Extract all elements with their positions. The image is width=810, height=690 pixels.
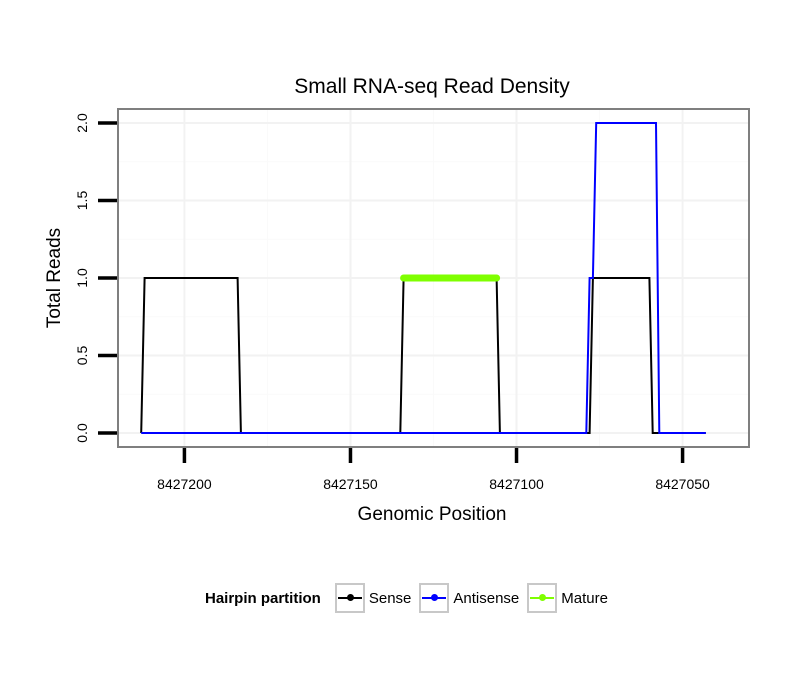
y-axis-title: Total Reads (44, 228, 65, 328)
legend-key-antisense (419, 583, 450, 613)
y-tick-label: 0.0 (74, 423, 90, 443)
x-tick-label: 8427150 (323, 476, 378, 492)
x-tick-label: 8427100 (489, 476, 544, 492)
y-tick-label: 1.0 (74, 268, 90, 288)
legend: Hairpin partition Sense Antisense Mature (205, 580, 616, 616)
legend-key-sense (334, 583, 365, 613)
chart-title: Small RNA-seq Read Density (294, 75, 570, 98)
legend-key-mature (527, 583, 558, 613)
legend-item-antisense: Antisense (419, 583, 519, 613)
y-tick-label: 0.5 (74, 346, 90, 366)
legend-item-mature: Mature (527, 583, 608, 613)
y-tick-label: 2.0 (74, 113, 90, 133)
series-line-antisense (141, 122, 706, 434)
legend-label-sense: Sense (368, 589, 412, 607)
plot-panel (117, 108, 750, 448)
legend-label-antisense: Antisense (453, 589, 520, 607)
axes: 8427200 8427150 8427100 8427050 0.0 0.5 1.0 1.5… (74, 113, 710, 492)
series-lines (140, 122, 706, 434)
legend-label-mature: Mature (561, 589, 608, 607)
legend-item-sense: Sense (334, 583, 412, 613)
x-tick-label: 8427200 (157, 476, 212, 492)
x-tick-label: 8427050 (655, 476, 710, 492)
legend-title: Hairpin partition (205, 589, 321, 607)
y-tick-label: 1.5 (74, 191, 90, 211)
x-axis-title: Genomic Position (358, 504, 507, 525)
